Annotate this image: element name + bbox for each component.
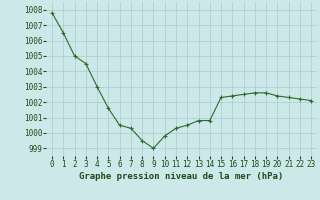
X-axis label: Graphe pression niveau de la mer (hPa): Graphe pression niveau de la mer (hPa) (79, 172, 284, 181)
